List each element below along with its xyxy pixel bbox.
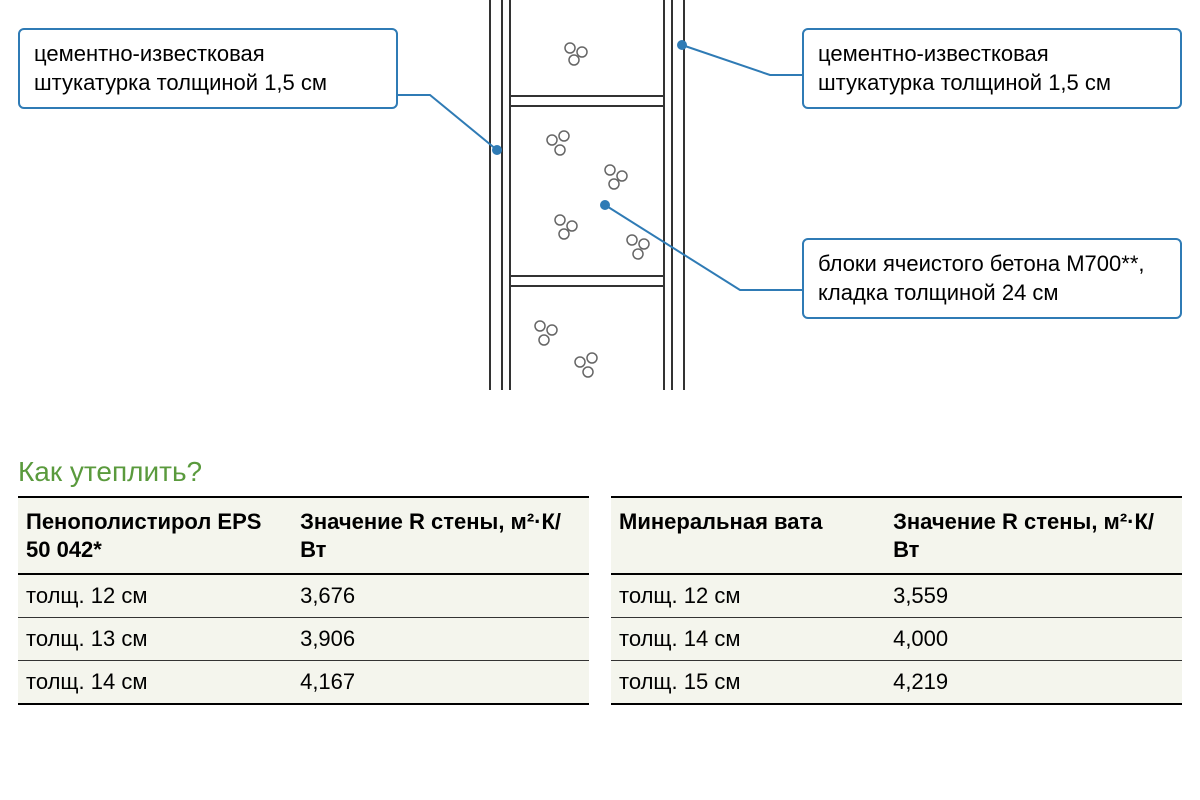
wall-diagram: цементно-известковая штукатурка толщиной… [0,0,1200,450]
table-row: толщ. 14 см4,167 [18,661,589,705]
insulation-tables: Пенополистирол EPS 50 042* Значение R ст… [0,496,1200,705]
table-row: толщ. 12 см3,676 [18,574,589,618]
table-row: толщ. 12 см3,559 [611,574,1182,618]
callout-left-plaster: цементно-известковая штукатурка толщиной… [18,28,398,109]
col-header-material: Минеральная вата [611,497,885,574]
col-header-rvalue: Значение R стены, м²·К/Вт [885,497,1182,574]
table-eps: Пенополистирол EPS 50 042* Значение R ст… [18,496,589,705]
col-header-material: Пенополистирол EPS 50 042* [18,497,292,574]
table-row: толщ. 13 см3,906 [18,618,589,661]
callout-text: блоки ячеистого бетона М700**, кладка то… [818,251,1145,305]
table-row: толщ. 14 см4,000 [611,618,1182,661]
callout-text: цементно-известковая штукатурка толщиной… [818,41,1111,95]
callout-right-plaster: цементно-известковая штукатурка толщиной… [802,28,1182,109]
title-text: Как утеплить? [18,456,202,487]
callout-concrete-blocks: блоки ячеистого бетона М700**, кладка то… [802,238,1182,319]
table-row: толщ. 15 см4,219 [611,661,1182,705]
col-header-rvalue: Значение R стены, м²·К/Вт [292,497,589,574]
callout-text: цементно-известковая штукатурка толщиной… [34,41,327,95]
wall-cross-section [460,0,740,390]
section-title: Как утеплить? [0,450,1200,496]
table-mineral-wool: Минеральная вата Значение R стены, м²·К/… [611,496,1182,705]
